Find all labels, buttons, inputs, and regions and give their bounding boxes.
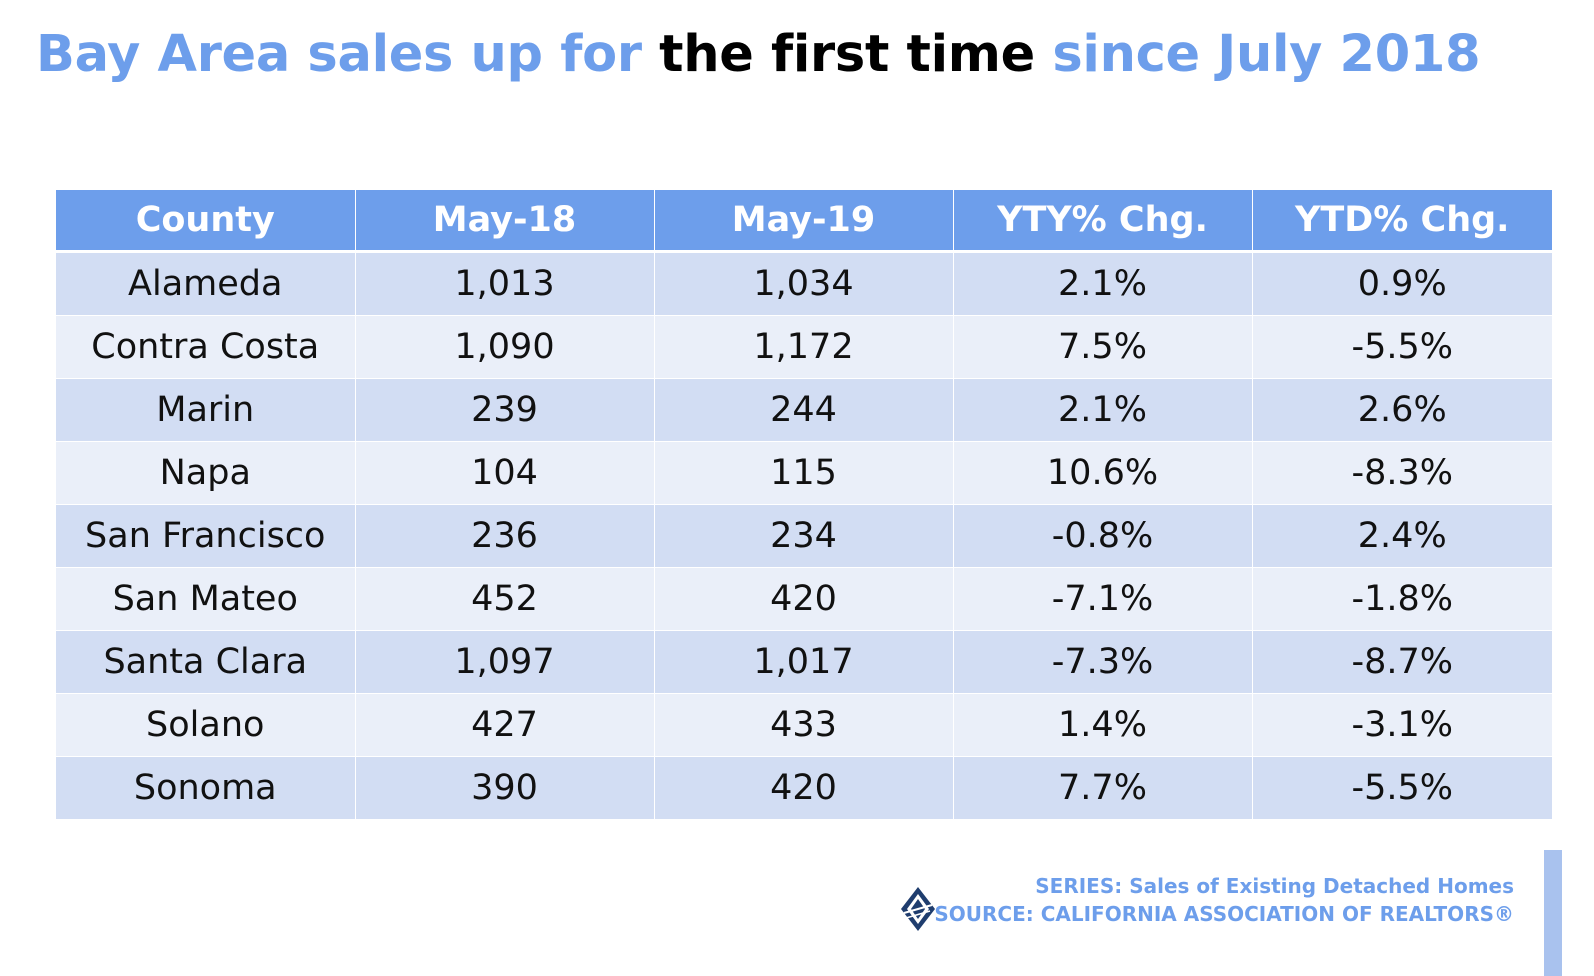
table-row: Solano 427 433 1.4% -3.1% [56, 693, 1552, 757]
table-header-row: County May-18 May-19 YTY% Chg. YTD% Chg. [56, 190, 1552, 253]
value-cell: 236 [355, 504, 655, 568]
page-title: Bay Area sales up for the first time sin… [36, 22, 1481, 88]
value-cell: 1,034 [654, 251, 954, 316]
value-cell: 1,090 [355, 315, 655, 379]
county-cell: San Francisco [56, 504, 356, 568]
value-cell: 1,097 [355, 630, 655, 694]
value-cell: 239 [355, 378, 655, 442]
county-cell: Sonoma [56, 756, 356, 820]
value-cell: 1,172 [654, 315, 954, 379]
column-header: YTY% Chg. [953, 190, 1253, 253]
source-note: SOURCE: CALIFORNIA ASSOCIATION OF REALTO… [934, 902, 1514, 926]
value-cell: 234 [654, 504, 954, 568]
value-cell: 2.4% [1252, 504, 1552, 568]
county-cell: Solano [56, 693, 356, 757]
value-cell: -1.8% [1252, 567, 1552, 631]
table-row: Sonoma 390 420 7.7% -5.5% [56, 756, 1552, 820]
value-cell: 115 [654, 441, 954, 505]
value-cell: -8.3% [1252, 441, 1552, 505]
value-cell: 433 [654, 693, 954, 757]
title-part-2: the first time [659, 25, 1035, 84]
column-header: May-18 [355, 190, 655, 253]
value-cell: 420 [654, 756, 954, 820]
value-cell: -8.7% [1252, 630, 1552, 694]
value-cell: 0.9% [1252, 251, 1552, 316]
title-part-1: Bay Area sales up for [36, 25, 660, 84]
value-cell: 2.1% [953, 251, 1253, 316]
value-cell: -3.1% [1252, 693, 1552, 757]
side-accent-bar [1544, 850, 1562, 976]
value-cell: 452 [355, 567, 655, 631]
value-cell: 390 [355, 756, 655, 820]
county-cell: Marin [56, 378, 356, 442]
value-cell: 1,017 [654, 630, 954, 694]
column-header: County [56, 190, 356, 253]
value-cell: 427 [355, 693, 655, 757]
value-cell: 1.4% [953, 693, 1253, 757]
table-row: San Mateo 452 420 -7.1% -1.8% [56, 567, 1552, 631]
table-row: Napa 104 115 10.6% -8.3% [56, 441, 1552, 505]
value-cell: 244 [654, 378, 954, 442]
series-note: SERIES: Sales of Existing Detached Homes [1035, 874, 1514, 898]
column-header: YTD% Chg. [1252, 190, 1552, 253]
value-cell: 7.5% [953, 315, 1253, 379]
value-cell: 1,013 [355, 251, 655, 316]
table-body: Alameda 1,013 1,034 2.1% 0.9% Contra Costa 1,0… [56, 251, 1552, 820]
county-cell: Contra Costa [56, 315, 356, 379]
county-cell: Santa Clara [56, 630, 356, 694]
value-cell: -7.1% [953, 567, 1253, 631]
value-cell: 104 [355, 441, 655, 505]
footer-notes: SERIES: Sales of Existing Detached Homes… [934, 872, 1514, 928]
table-row: Contra Costa 1,090 1,172 7.5% -5.5% [56, 315, 1552, 379]
county-cell: Alameda [56, 251, 356, 316]
value-cell: 2.6% [1252, 378, 1552, 442]
column-header: May-19 [654, 190, 954, 253]
value-cell: 2.1% [953, 378, 1253, 442]
value-cell: 420 [654, 567, 954, 631]
value-cell: -5.5% [1252, 756, 1552, 820]
county-cell: San Mateo [56, 567, 356, 631]
value-cell: 7.7% [953, 756, 1253, 820]
value-cell: -5.5% [1252, 315, 1552, 379]
title-part-3: since July 2018 [1034, 25, 1481, 84]
value-cell: -0.8% [953, 504, 1253, 568]
table-row: San Francisco 236 234 -0.8% 2.4% [56, 504, 1552, 568]
county-cell: Napa [56, 441, 356, 505]
table-row: Santa Clara 1,097 1,017 -7.3% -8.7% [56, 630, 1552, 694]
value-cell: 10.6% [953, 441, 1253, 505]
sales-table: County May-18 May-19 YTY% Chg. YTD% Chg. Ala… [56, 190, 1552, 820]
value-cell: -7.3% [953, 630, 1253, 694]
car-logo-icon [901, 887, 935, 931]
table-row: Marin 239 244 2.1% 2.6% [56, 378, 1552, 442]
table-row: Alameda 1,013 1,034 2.1% 0.9% [56, 251, 1552, 316]
